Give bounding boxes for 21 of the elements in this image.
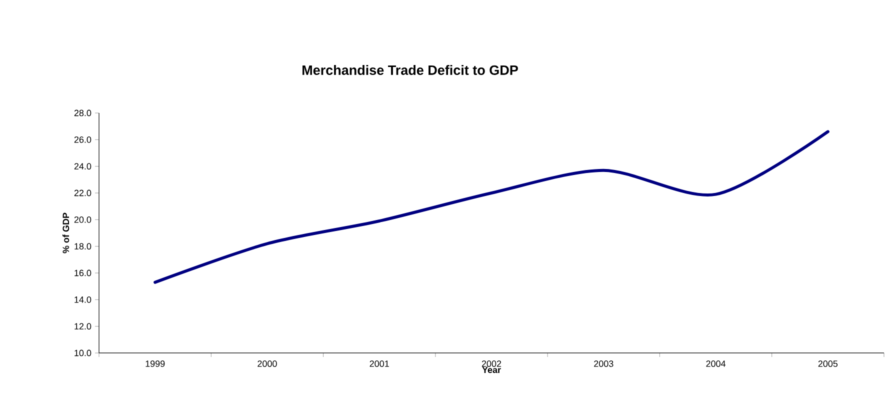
y-tick-label: 10.0 <box>74 350 92 356</box>
y-tick-label: 18.0 <box>74 243 92 250</box>
y-tick-label: 20.0 <box>74 216 92 223</box>
x-tick-label: 2000 <box>258 360 277 367</box>
x-axis-title: Year <box>482 366 501 374</box>
y-tick-label: 28.0 <box>74 110 92 116</box>
y-tick-label: 14.0 <box>74 296 92 303</box>
y-tick-label: 26.0 <box>74 136 92 143</box>
x-tick-label: 2004 <box>706 360 726 367</box>
x-tick-label: 2002 <box>482 360 502 367</box>
y-tick-label: 22.0 <box>74 190 92 196</box>
y-tick-label: 16.0 <box>74 270 92 276</box>
x-tick-label: 1999 <box>146 360 165 367</box>
y-tick-label: 12.0 <box>74 323 92 330</box>
x-tick-label: 2001 <box>370 360 389 367</box>
x-tick-label: 2003 <box>594 360 614 367</box>
x-tick-label: 2005 <box>818 360 838 367</box>
chart-title: Merchandise Trade Deficit to GDP <box>302 65 518 75</box>
line-series <box>154 130 830 284</box>
y-axis-title: % of GDP <box>62 212 70 254</box>
y-tick-label: 24.0 <box>74 163 92 170</box>
